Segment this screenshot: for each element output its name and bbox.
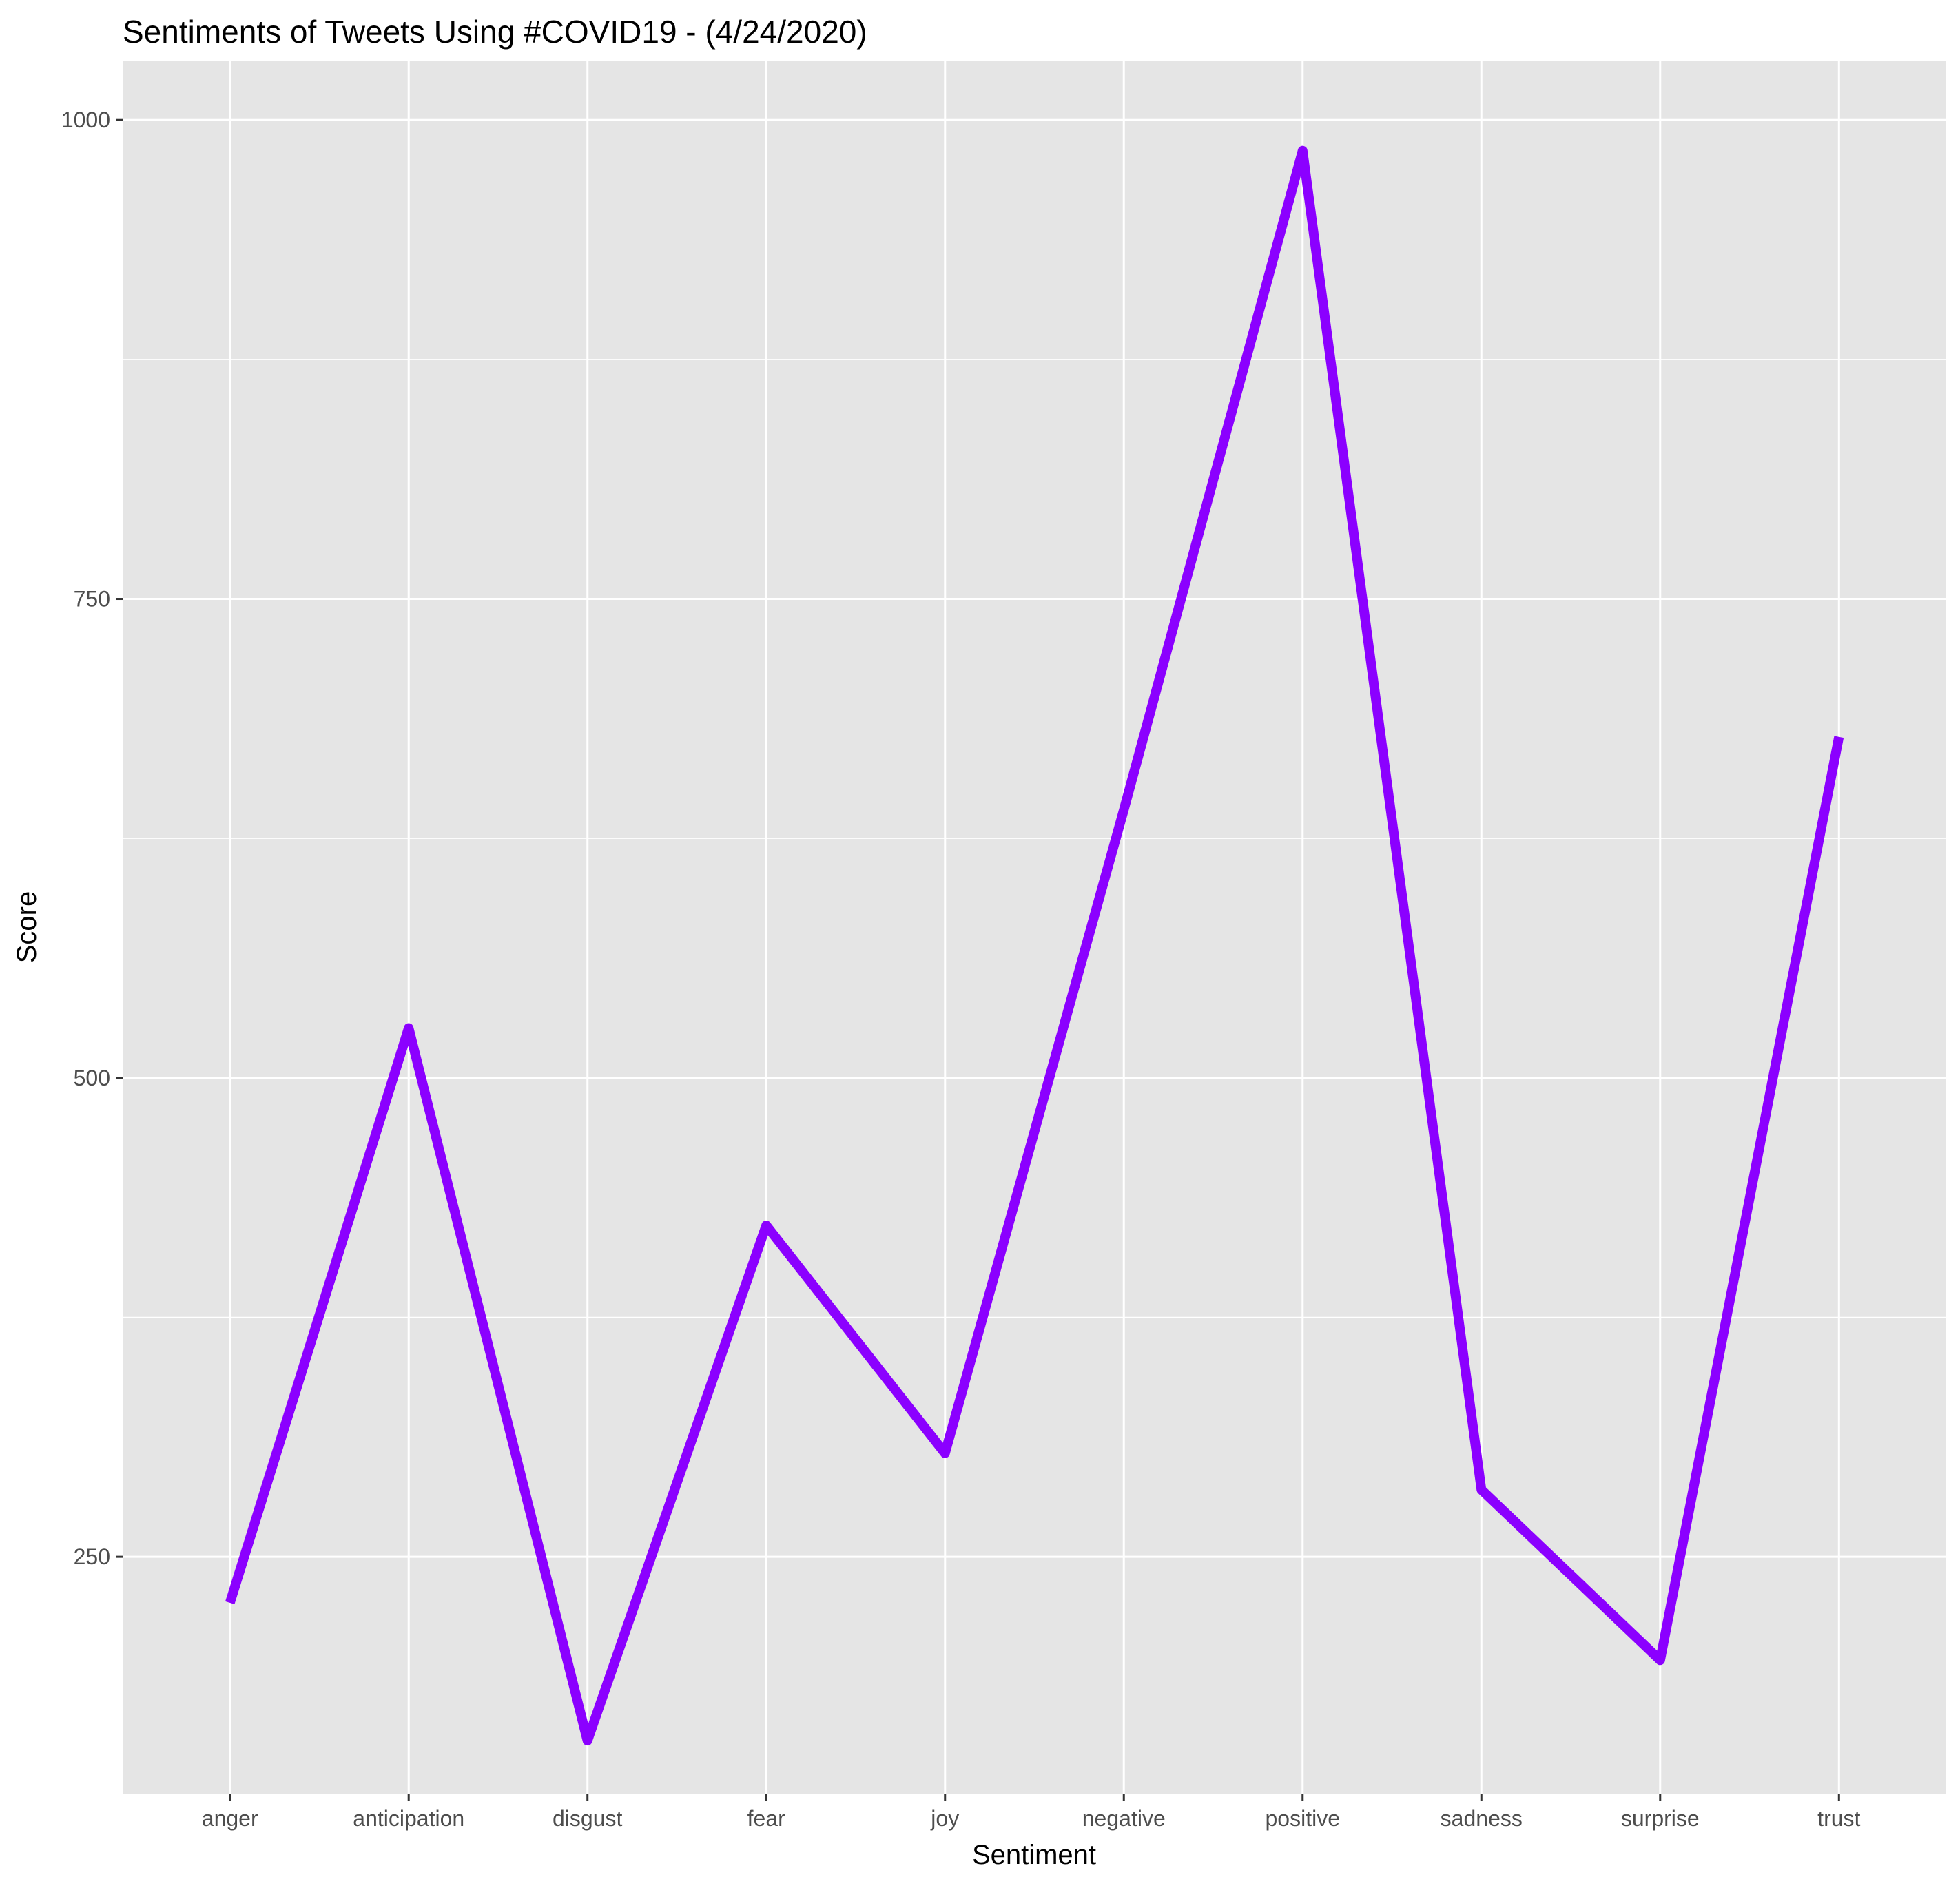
y-tick-label: 500: [74, 1066, 110, 1090]
x-tick-label: trust: [1817, 1806, 1860, 1831]
x-tick-label: joy: [930, 1806, 959, 1831]
x-tick-label: sadness: [1441, 1806, 1523, 1831]
y-tick-label: 1000: [61, 107, 110, 132]
x-tick-label: negative: [1082, 1806, 1166, 1831]
y-tick-label: 750: [74, 587, 110, 612]
y-axis: 250 500 750 1000: [61, 107, 123, 1569]
chart-title: Sentiments of Tweets Using #COVID19 - (4…: [123, 14, 867, 50]
x-axis: anger anticipation disgust fear joy negative p…: [202, 1794, 1861, 1831]
x-tick-label: anticipation: [353, 1806, 464, 1831]
x-tick-label: disgust: [553, 1806, 623, 1831]
x-tick-label: fear: [747, 1806, 785, 1831]
y-axis-title: Score: [12, 891, 42, 964]
y-tick-label: 250: [74, 1544, 110, 1569]
series-line: [225, 145, 1844, 1746]
major-gridlines: [123, 61, 1946, 1794]
minor-gridlines: [123, 359, 1946, 1318]
x-tick-label: positive: [1266, 1806, 1341, 1831]
x-tick-label: surprise: [1621, 1806, 1700, 1831]
x-tick-label: anger: [202, 1806, 258, 1831]
plot-panel: [123, 61, 1946, 1794]
x-axis-title: Sentiment: [972, 1840, 1096, 1870]
